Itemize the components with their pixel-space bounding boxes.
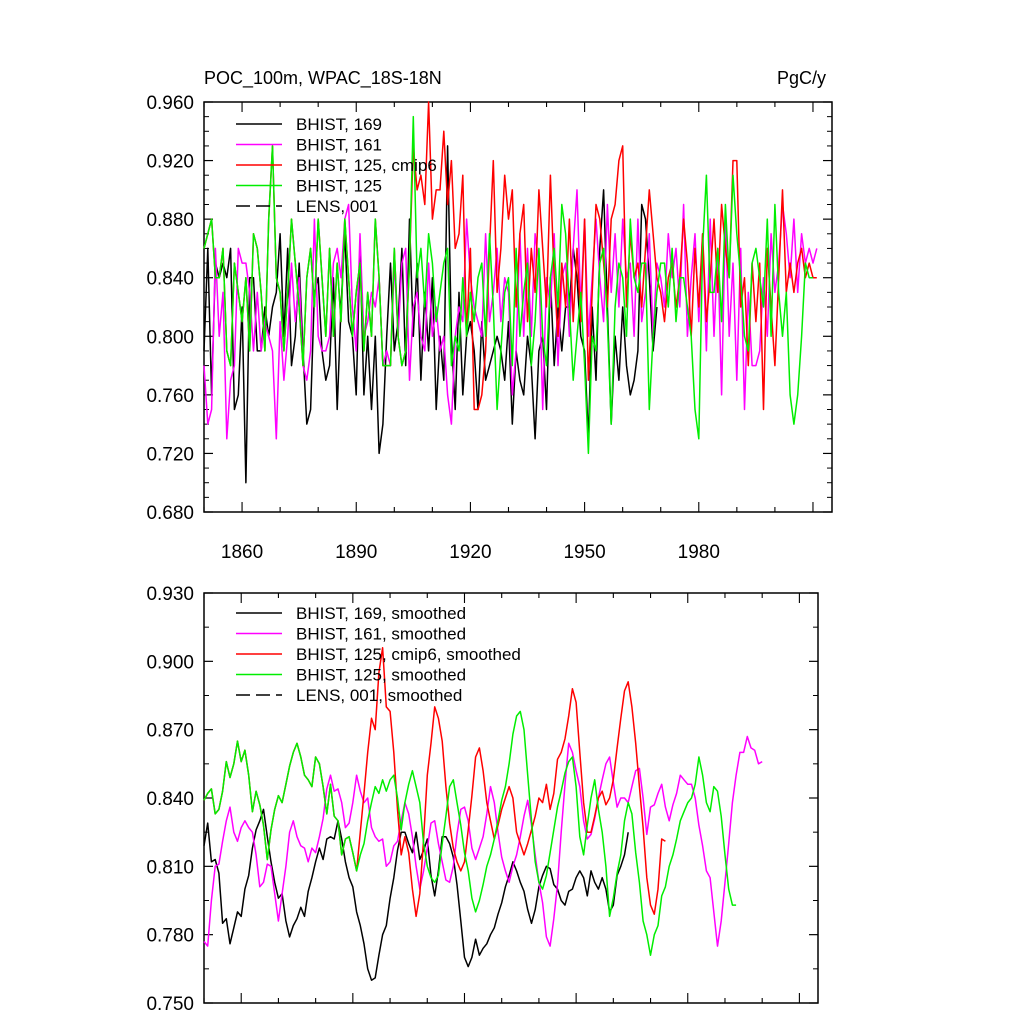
x-tick-label: 1980 (678, 542, 720, 563)
bottom-panel: 0.750 0.780 0.810 0.840 0.870 0.900 0.930 BHIS… (146, 584, 819, 1015)
y-tick-label: 0.900 (146, 652, 194, 673)
top-series-line-1 (203, 189, 818, 440)
y-tick-label: 0.780 (146, 926, 194, 947)
bottom-legend-label-0: BHIST, 169, smoothed (296, 604, 466, 623)
bottom-y-ticks: 0.750 0.780 0.810 0.840 0.870 0.900 0.930 (146, 584, 818, 1015)
bottom-x-ticks (203, 593, 800, 1003)
top-series-line-3 (203, 115, 813, 455)
y-tick-label: 0.680 (146, 503, 194, 524)
y-tick-label: 0.870 (146, 721, 194, 742)
top-series-lines (203, 101, 818, 484)
bottom-legend-label-2: BHIST, 125, cmip6, smoothed (296, 645, 521, 664)
bottom-series-line-3 (203, 710, 737, 956)
x-tick-label: 1920 (449, 542, 491, 563)
top-x-ticks: 1860 1890 1920 1950 1980 (203, 102, 814, 563)
y-tick-label: 0.750 (146, 994, 194, 1015)
top-legend-label-2: BHIST, 125, cmip6 (296, 156, 437, 175)
y-tick-label: 0.760 (146, 386, 194, 407)
x-tick-label: 1890 (335, 542, 377, 563)
bottom-series-line-1 (203, 735, 763, 947)
top-panel: POC_100m, WPAC_18S-18N PgC/y 0.6800.7200… (146, 68, 833, 563)
bottom-legend-label-4: LENS, 001, smoothed (296, 686, 462, 705)
bottom-legend-label-1: BHIST, 161, smoothed (296, 625, 466, 644)
y-tick-label: 0.800 (146, 327, 194, 348)
top-series-line-0 (203, 145, 658, 484)
bottom-legend-label-3: BHIST, 125, smoothed (296, 666, 466, 685)
top-title: POC_100m, WPAC_18S-18N (204, 68, 442, 89)
y-tick-label: 0.960 (146, 93, 194, 114)
top-legend-label-4: LENS, 001 (296, 197, 378, 216)
x-tick-label: 1950 (563, 542, 605, 563)
bottom-legend: BHIST, 169, smoothed BHIST, 161, smoothed… (236, 604, 521, 705)
y-tick-label: 0.840 (146, 789, 194, 810)
y-tick-label: 0.880 (146, 210, 194, 231)
top-y-ticks: 0.680 0.720 0.760 0.800 0.840 0.880 0.920 0.960 (146, 93, 832, 524)
bottom-series-line-0 (203, 808, 629, 981)
y-tick-label: 0.720 (146, 444, 194, 465)
y-tick-label: 0.930 (146, 584, 194, 605)
top-units: PgC/y (777, 68, 826, 88)
y-tick-label: 0.920 (146, 152, 194, 173)
top-legend-label-0: BHIST, 169 (296, 115, 382, 134)
x-tick-label: 1860 (221, 542, 263, 563)
y-tick-label: 0.810 (146, 857, 194, 878)
top-legend-label-1: BHIST, 161 (296, 136, 382, 155)
y-tick-label: 0.840 (146, 269, 194, 290)
bottom-series-lines (203, 646, 763, 981)
top-legend-label-3: BHIST, 125 (296, 177, 382, 196)
